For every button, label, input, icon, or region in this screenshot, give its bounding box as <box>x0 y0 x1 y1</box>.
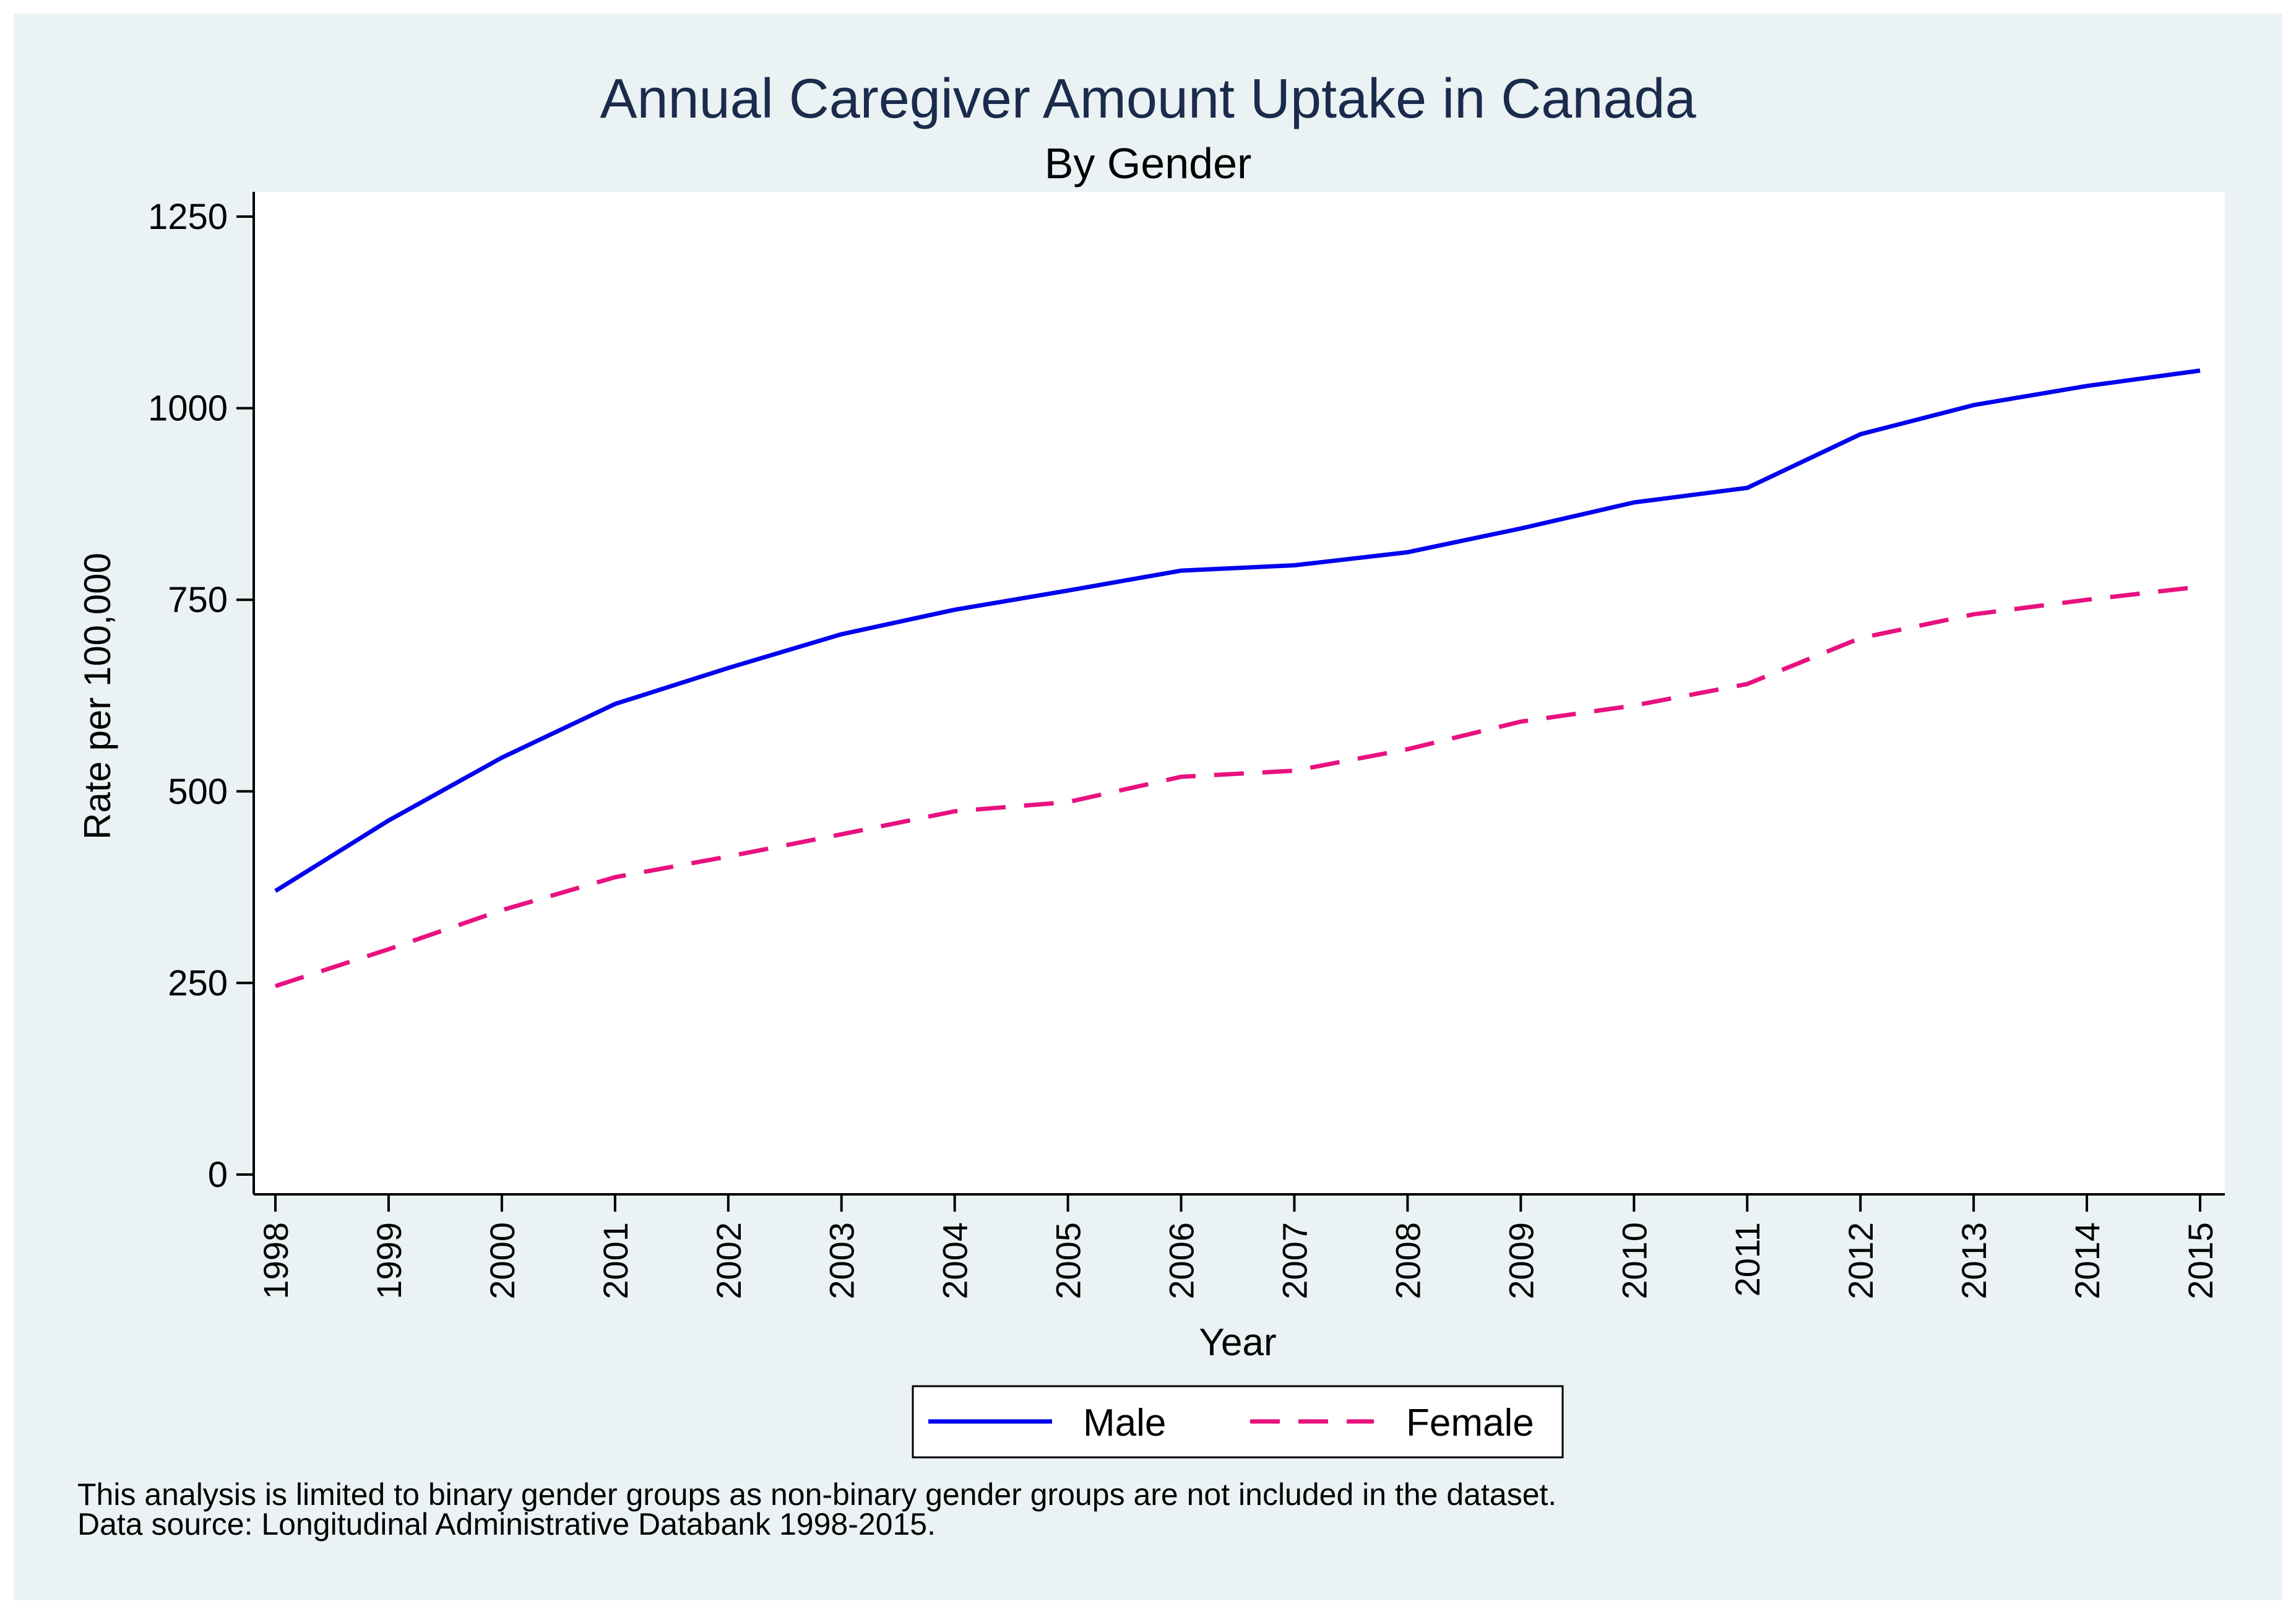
x-tick-label: 2004 <box>936 1222 975 1300</box>
data-point-male <box>725 665 732 671</box>
data-point-male <box>1857 431 1863 438</box>
data-point-female <box>386 946 392 952</box>
x-tick-label: 2008 <box>1388 1222 1427 1300</box>
x-tick-label: 1998 <box>256 1222 295 1300</box>
footnote-scope: This analysis is limited to binary gende… <box>77 1477 1556 1512</box>
x-tick-label: 2013 <box>1954 1222 1993 1300</box>
chart-title: Annual Caregiver Amount Uptake in Canada <box>600 68 1696 130</box>
data-point-female <box>1744 681 1750 687</box>
y-tick-label: 1000 <box>148 389 228 429</box>
data-point-female <box>1631 702 1637 709</box>
data-point-female <box>1517 718 1524 725</box>
chart-subtitle: By Gender <box>1045 139 1252 188</box>
data-point-male <box>499 754 505 761</box>
data-point-male <box>612 701 618 707</box>
x-tick-label: 2000 <box>483 1222 522 1300</box>
x-tick-label: 2005 <box>1049 1222 1088 1300</box>
data-point-male <box>2084 383 2090 389</box>
data-point-female <box>725 853 732 860</box>
data-point-male <box>1970 402 1977 408</box>
data-point-male <box>1065 587 1071 593</box>
data-point-female <box>1857 635 1863 641</box>
data-point-male <box>1404 549 1410 555</box>
x-tick-label: 2003 <box>822 1222 861 1300</box>
y-tick-label: 750 <box>168 580 228 620</box>
data-point-male <box>839 631 845 637</box>
y-tick-label: 500 <box>168 772 228 812</box>
data-point-male <box>1631 499 1637 506</box>
data-point-male <box>1517 525 1524 532</box>
data-point-female <box>1065 799 1071 805</box>
data-point-female <box>499 907 505 913</box>
data-point-female <box>839 831 845 837</box>
x-tick-label: 1999 <box>369 1222 408 1300</box>
data-point-male <box>386 817 392 824</box>
y-axis-label: Rate per 100,000 <box>77 553 118 840</box>
data-point-male <box>2197 368 2203 374</box>
footnote-source: Data source: Longitudinal Administrative… <box>77 1507 936 1542</box>
series-line-female <box>274 584 2201 988</box>
data-point-female <box>272 983 278 989</box>
legend-label-male: Male <box>1083 1402 1166 1444</box>
x-tick-label: 2011 <box>1728 1222 1767 1296</box>
legend-label-female: Female <box>1406 1402 1534 1444</box>
data-point-male <box>272 888 278 894</box>
x-tick-label: 2001 <box>596 1222 635 1300</box>
data-point-female <box>952 808 958 814</box>
data-point-female <box>1292 767 1298 774</box>
data-point-female <box>2084 597 2090 603</box>
data-point-female <box>2197 584 2203 590</box>
x-tick-label: 2007 <box>1275 1222 1314 1300</box>
data-point-male <box>1178 567 1185 574</box>
x-tick-label: 2015 <box>2181 1222 2220 1300</box>
series-line-male <box>274 368 2201 893</box>
legend: Male Female <box>912 1385 1564 1459</box>
y-tick-label: 0 <box>208 1155 228 1195</box>
x-axis-label: Year <box>1199 1321 1276 1364</box>
x-tick-label: 2006 <box>1162 1222 1201 1300</box>
x-tick-label: 2014 <box>2068 1222 2107 1300</box>
data-point-male <box>1292 563 1298 569</box>
plot-area <box>254 192 2225 1194</box>
data-point-female <box>1178 774 1185 780</box>
data-point-female <box>1404 746 1410 752</box>
data-point-male <box>952 606 958 613</box>
y-tick-label: 250 <box>168 963 228 1003</box>
data-point-female <box>1970 611 1977 618</box>
y-tick-label: 1250 <box>148 197 228 237</box>
x-tick-label: 2010 <box>1615 1222 1654 1300</box>
x-tick-label: 2002 <box>709 1222 748 1300</box>
x-tick-label: 2012 <box>1841 1222 1880 1300</box>
data-point-male <box>1744 485 1750 491</box>
data-point-female <box>612 874 618 881</box>
x-tick-label: 2009 <box>1501 1222 1540 1300</box>
